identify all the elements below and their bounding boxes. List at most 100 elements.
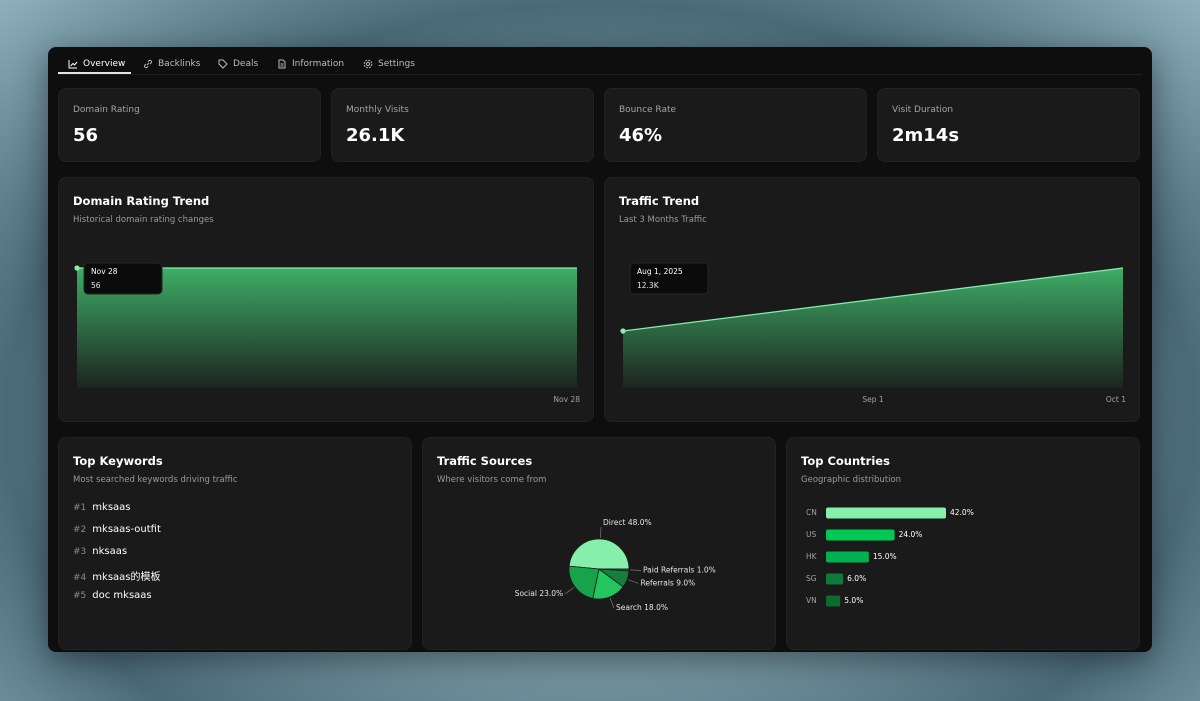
keywords-card: Top Keywords Most searched keywords driv… xyxy=(58,437,412,650)
chart-card: Nov 28 Nov 28 56 Domain Rating Trend Histo… xyxy=(58,177,594,422)
chart-card: Sep 1 Oct 1 Aug 1, 2025 12.3K Traffic Trend… xyxy=(604,177,1140,422)
keyword-rank: #1 xyxy=(73,503,87,513)
tab-icon xyxy=(218,59,228,69)
category-label: VN xyxy=(806,596,817,605)
tooltip xyxy=(83,262,163,295)
keyword-row: #5 doc mksaas xyxy=(73,590,152,601)
dashboard-window: Overview Backlinks Deals Information Set… xyxy=(48,47,1152,652)
card-subtitle: Most searched keywords driving traffic xyxy=(73,475,238,485)
tab[interactable]: Backlinks xyxy=(143,55,200,73)
keyword-row: #3 nksaas xyxy=(73,546,127,557)
tooltip-title: Aug 1, 2025 xyxy=(637,267,683,276)
stat-label: Bounce Rate xyxy=(619,105,677,115)
chart-card: Direct 48.0% Social 23.0% Search 18.0% Refe… xyxy=(422,437,776,650)
bar xyxy=(826,529,895,541)
tab-indicator xyxy=(58,72,131,74)
slice-label: Referrals 9.0% xyxy=(640,578,695,587)
slice-label: Search 18.0% xyxy=(616,603,668,612)
tooltip-value: 56 xyxy=(91,281,101,290)
slice-name: Social xyxy=(515,589,537,598)
area xyxy=(623,268,1123,388)
slice-name: Search xyxy=(616,603,642,612)
pie-slice xyxy=(598,568,630,572)
bar-value-label: 6.0% xyxy=(847,574,866,583)
line xyxy=(622,267,1124,332)
x-tick-label: Nov 28 xyxy=(553,395,580,404)
tab-icon xyxy=(144,59,152,69)
slice-label: Paid Referrals 1.0% xyxy=(643,565,716,574)
slice-value: 23.0% xyxy=(539,589,563,598)
leader-line xyxy=(628,579,639,584)
stat-label: Monthly Visits xyxy=(346,105,409,115)
slice-value: 1.0% xyxy=(697,565,716,574)
slice-name: Direct xyxy=(603,518,626,527)
card-subtitle: Historical domain rating changes xyxy=(73,215,214,225)
card-subtitle: Geographic distribution xyxy=(801,475,902,485)
pie-slice xyxy=(568,565,600,599)
tab-label: Overview xyxy=(83,59,126,69)
keyword-row: #2 mksaas-outfit xyxy=(73,524,161,535)
pie-slice xyxy=(568,538,630,570)
slice-value: 18.0% xyxy=(644,603,668,612)
category-label: CN xyxy=(806,508,817,517)
x-tick-label: Oct 1 xyxy=(1106,395,1126,404)
leader-line xyxy=(565,587,575,595)
keyword-row: #1 mksaas xyxy=(73,502,131,513)
keyword-rank: #3 xyxy=(73,547,87,557)
bar-value-label: 5.0% xyxy=(844,596,863,605)
tab-icon xyxy=(363,59,373,69)
slice-value: 48.0% xyxy=(628,518,652,527)
category-label: US xyxy=(806,530,816,539)
tab-divider xyxy=(58,74,1142,75)
keyword-rank: #4 xyxy=(73,573,87,583)
slice-name: Paid Referrals xyxy=(643,565,694,574)
area xyxy=(77,268,577,388)
keyword-text: mksaas的模板 xyxy=(92,572,161,583)
tab[interactable]: Settings xyxy=(363,55,415,73)
tab-icon xyxy=(278,59,286,69)
keyword-text: nksaas xyxy=(92,546,128,557)
pie-chart: Direct 48.0% Social 23.0% Search 18.0% Refe… xyxy=(515,518,716,612)
slice-name: Referrals xyxy=(640,578,673,587)
card-subtitle: Where visitors come from xyxy=(437,475,547,485)
chart-card: CN 42.0% US 24.0% HK 15.0% SG 6.0% VN 5.0% Top Co… xyxy=(786,437,1140,650)
bar xyxy=(826,595,841,607)
bar-value-label: 42.0% xyxy=(950,508,974,517)
stat-value: 26.1K xyxy=(346,125,405,146)
bar-value-label: 24.0% xyxy=(899,530,923,539)
tab-label: Backlinks xyxy=(158,59,201,69)
stat-card: Domain Rating 56 xyxy=(58,88,321,162)
stat-value: 2m14s xyxy=(892,125,960,146)
card-title: Traffic Sources xyxy=(437,454,533,468)
bar xyxy=(826,551,869,563)
card-title: Domain Rating Trend xyxy=(73,194,210,208)
bar-value-label: 15.0% xyxy=(873,552,897,561)
card-title: Top Countries xyxy=(801,454,890,468)
bar xyxy=(826,507,946,519)
tab[interactable]: Deals xyxy=(218,55,258,73)
stat-label: Domain Rating xyxy=(73,105,140,115)
area-chart: Nov 28 Nov 28 56 xyxy=(74,262,580,404)
tab-label: Information xyxy=(292,59,345,69)
tab[interactable]: Overview xyxy=(68,55,125,73)
tab[interactable]: Information xyxy=(277,55,344,73)
card-title: Traffic Trend xyxy=(619,194,700,208)
leader-line xyxy=(600,527,602,539)
tab-label: Settings xyxy=(378,59,415,69)
stat-card: Visit Duration 2m14s xyxy=(877,88,1140,162)
keyword-text: doc mksaas xyxy=(92,590,152,601)
bar xyxy=(826,573,844,585)
tooltip-value: 12.3K xyxy=(637,281,660,290)
stat-value: 46% xyxy=(619,125,663,146)
leader-line xyxy=(609,597,615,609)
stat-value: 56 xyxy=(73,125,99,146)
active-dot xyxy=(74,265,80,271)
stat-card: Bounce Rate 46% xyxy=(604,88,867,162)
tooltip-title: Nov 28 xyxy=(91,267,118,276)
keyword-text: mksaas xyxy=(92,502,131,513)
area-chart: Sep 1 Oct 1 Aug 1, 2025 12.3K xyxy=(620,262,1126,404)
tab-label: Deals xyxy=(233,59,259,69)
keyword-row: #4 mksaas的模板 xyxy=(73,568,161,583)
stat-label: Visit Duration xyxy=(892,105,954,115)
keyword-text: mksaas-outfit xyxy=(92,524,161,535)
